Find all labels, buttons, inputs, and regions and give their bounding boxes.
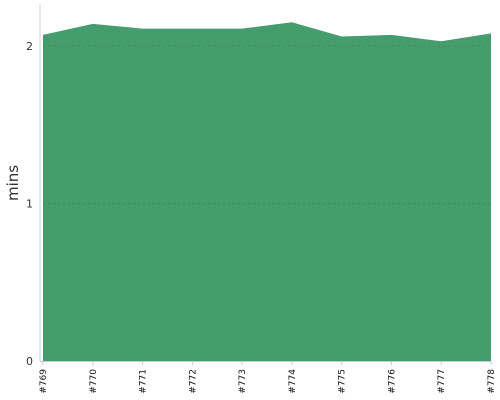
x-tick-label-777: #777: [437, 369, 447, 394]
x-tick-label-771: #771: [139, 369, 149, 394]
y-tick-label-0: 0: [26, 355, 33, 368]
area-series: [43, 22, 491, 362]
x-tick-label-770: #770: [89, 369, 99, 394]
x-tick-labels: #769 #770 #771 #772 #773 #774 #775 #776 #777 #778: [39, 361, 497, 394]
x-tick-label-776: #776: [387, 369, 397, 394]
axes: [39, 5, 491, 362]
y-tick-label-2: 2: [26, 40, 33, 53]
y-tick-label-1: 1: [26, 198, 33, 211]
x-tick-label-774: #774: [288, 369, 298, 394]
x-tick-label-775: #775: [338, 369, 348, 394]
y-axis-title: mins: [4, 165, 22, 201]
x-tick-label-773: #773: [238, 369, 248, 394]
plot-area: [43, 22, 491, 362]
x-tick-label-778: #778: [487, 369, 497, 394]
y-tick-labels: 0 1 2: [26, 40, 33, 368]
x-tick-label-772: #772: [188, 369, 198, 394]
x-tick-label-769: #769: [39, 369, 49, 394]
